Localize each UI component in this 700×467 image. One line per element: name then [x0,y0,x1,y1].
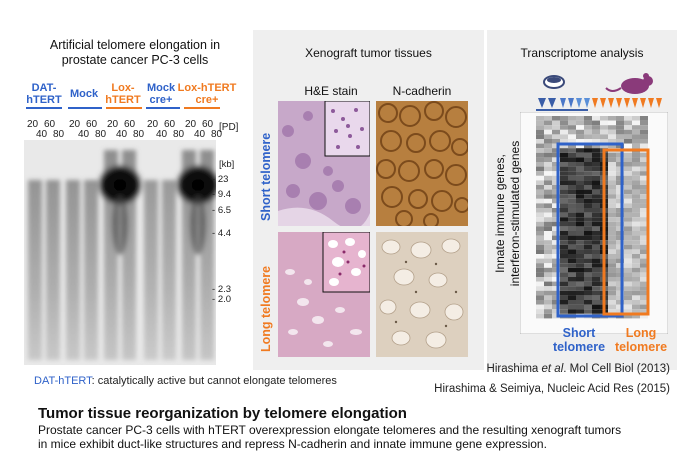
lane-label-mock: Mock [69,88,99,100]
long-telomere-group-label: Long telomere [614,326,668,354]
transcriptome-title: Transcriptome analysis [520,46,644,60]
ncad-long-image [376,232,468,357]
short-telomere-row-label: Short telomere [259,132,273,221]
marker-4-4: - 4.4 [212,228,232,239]
he-stain-label: H&E stain [304,84,358,98]
reference-2: Hirashima & Seimiya, Nucleic Acid Res (2… [434,383,670,395]
summary-line2: in mice exhibit duct-like structures and… [38,437,547,451]
heatmap-ylabel-line1: Innate immune genes, [493,154,507,273]
pd-unit-label: [PD] [219,122,239,133]
summary-line1: Prostate cancer PC-3 cells with hTERT ov… [38,423,622,437]
lane-underlines [26,107,220,109]
marker-9-4: - 9.4 [212,189,232,200]
blot-title-line2: prostate cancer PC-3 cells [61,53,209,67]
short-telomere-group-label: Short telomere [552,326,606,354]
marker-2-0: - 2.0 [212,294,232,305]
mouse-icons [543,73,653,94]
dish-icon [543,75,565,89]
southern-blot-image [24,140,216,365]
heatmap-image [520,112,668,334]
heatmap-ylabel-line2: interferon-stimulated genes [508,140,522,287]
sample-group-triangles [536,98,662,111]
xenograft-title: Xenograft tumor tissues [305,46,432,60]
ncad-short-image [376,101,468,226]
n-cadherin-label: N-cadherin [392,84,452,98]
lane-label-lox-htert: Lox-hTERT [105,82,141,106]
mouse-icon [605,73,653,94]
dat-htert-note: DAT-hTERT: catalytically active but cann… [34,375,337,387]
summary-text: Prostate cancer PC-3 cells with hTERT ov… [38,423,688,451]
lane-label-mock-cre: Mock cre+ [146,82,176,106]
he-short-image [278,101,370,226]
kb-unit-label: [kb] [219,159,235,170]
marker-23: - 23 [212,174,229,185]
lane-label-dat-htert: DAT-hTERT [26,82,62,106]
blot-title-line1: Artificial telomere elongation in [49,38,221,52]
reference-1: Hirashima et al. Mol Cell Biol (2013) [486,363,670,375]
summary-title: Tumor tissue reorganization by telomere … [38,405,407,422]
lane-label-lox-htert-cre: Lox-hTERT cre+ [177,82,237,106]
he-long-image [278,232,370,357]
long-telomere-row-label: Long telomere [259,265,273,352]
marker-6-5: - 6.5 [212,205,232,216]
blot-title: Artificial telomere elongation in prosta… [20,38,250,68]
marker-2-3: - 2.3 [212,284,232,295]
